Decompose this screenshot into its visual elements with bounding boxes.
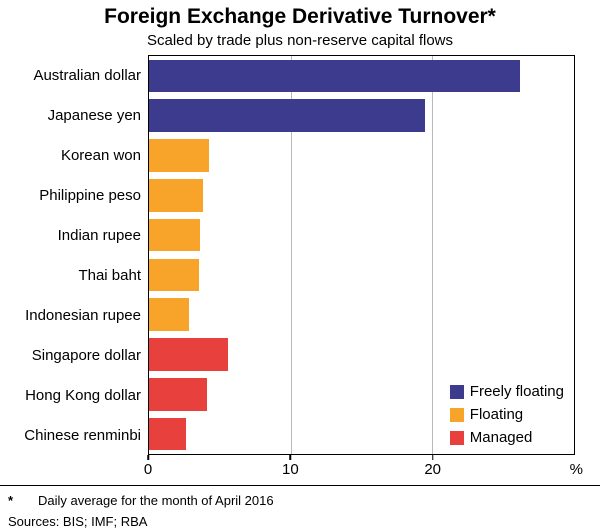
- sources: Sources: BIS; IMF; RBA: [8, 514, 148, 529]
- y-axis-labels: Australian dollar Japanese yen Korean won P…: [0, 55, 148, 455]
- chart-area: Australian dollar Japanese yen Korean won P…: [0, 55, 600, 455]
- bar-indonesian-rupee: [149, 298, 189, 331]
- footnote-marker: *: [8, 493, 14, 508]
- footnote-divider: [0, 485, 600, 486]
- legend-swatch-managed: [449, 430, 464, 445]
- bar-row: [149, 136, 574, 176]
- x-tick-label: 0: [143, 461, 153, 478]
- bar-row: [149, 56, 574, 96]
- category-label: Thai baht: [78, 266, 141, 284]
- bar-indian-rupee: [149, 218, 200, 252]
- legend: Freely floating Floating Managed: [449, 377, 564, 446]
- bar-row: [149, 215, 574, 255]
- category-label: Hong Kong dollar: [25, 386, 141, 404]
- x-tick-label: 10: [281, 461, 299, 478]
- bar-row: [149, 374, 574, 414]
- bar-row: [149, 335, 574, 375]
- x-tick-mark: [147, 455, 149, 460]
- bar-philippine-peso: [149, 178, 203, 212]
- plot-area: Freely floating Floating Managed: [148, 55, 575, 455]
- gridline: [290, 56, 292, 454]
- bar-row: [149, 96, 574, 136]
- x-tick-mark: [289, 455, 292, 460]
- category-label: Chinese renminbi: [24, 426, 141, 444]
- x-axis-unit: %: [569, 461, 583, 478]
- bar-korean-won: [149, 139, 209, 172]
- gridline: [432, 56, 434, 454]
- legend-label: Floating: [469, 406, 524, 423]
- bar-japanese-yen: [149, 99, 426, 132]
- legend-swatch-floating: [449, 407, 464, 422]
- bar-thai-baht: [149, 258, 199, 292]
- category-label: Japanese yen: [47, 106, 141, 124]
- bar-australian-dollar: [149, 59, 521, 93]
- legend-swatch-freely-floating: [449, 384, 464, 399]
- category-label: Korean won: [60, 146, 141, 164]
- category-label: Indonesian rupee: [25, 306, 141, 324]
- category-label: Indian rupee: [57, 226, 141, 244]
- footnote: * Daily average for the month of April 2…: [0, 486, 600, 509]
- bar-row: [149, 175, 574, 215]
- legend-item-freely-floating: Freely floating: [449, 383, 564, 400]
- bar-row: [149, 255, 574, 295]
- x-tick-mark: [431, 455, 434, 460]
- x-axis-ticks: % 0 10 20: [144, 455, 583, 481]
- chart-subtitle: Scaled by trade plus non-reserve capital…: [147, 32, 453, 49]
- bar-row: [149, 414, 574, 454]
- legend-item-floating: Floating: [449, 406, 564, 423]
- legend-item-managed: Managed: [449, 429, 564, 446]
- x-tick-label: 20: [424, 461, 441, 478]
- footnote-text: Daily average for the month of April 201…: [38, 493, 274, 508]
- bars-container: [149, 56, 574, 454]
- x-axis-spacer: [0, 455, 148, 481]
- bar-row: [149, 295, 574, 335]
- category-label: Australian dollar: [33, 66, 141, 84]
- legend-label: Freely floating: [469, 383, 564, 400]
- legend-label: Managed: [469, 429, 533, 446]
- bar-hong-kong-dollar: [149, 377, 208, 411]
- bar-singapore-dollar: [149, 338, 229, 371]
- chart-title: Foreign Exchange Derivative Turnover*: [104, 5, 496, 28]
- category-label: Philippine peso: [39, 186, 141, 204]
- x-axis: % 0 10 20: [0, 455, 600, 481]
- bar-chinese-renminbi: [149, 417, 186, 451]
- category-label: Singapore dollar: [31, 346, 141, 364]
